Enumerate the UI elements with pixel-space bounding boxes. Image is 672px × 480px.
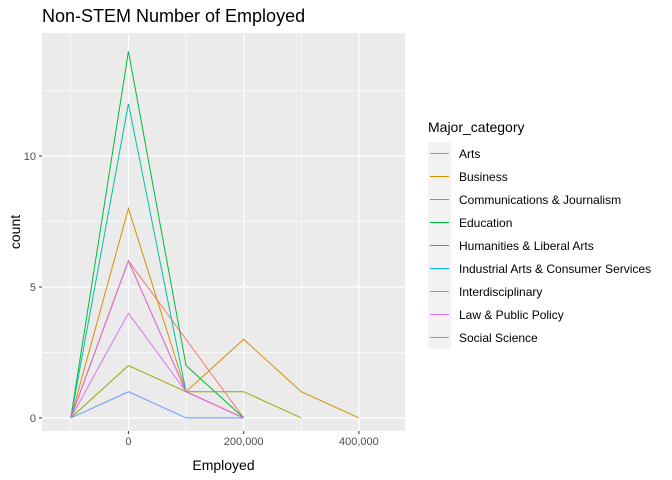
y-tick-label: 5	[30, 282, 36, 294]
y-tick-label: 10	[24, 151, 36, 163]
series-lines	[70, 51, 360, 419]
legend-label: Communications & Journalism	[459, 193, 621, 207]
legend-label: Business	[459, 170, 508, 184]
legend-title: Major_category	[428, 119, 525, 135]
legend-label: Interdisciplinary	[459, 285, 542, 299]
x-tick-label: 0	[125, 436, 131, 448]
chart-title: Non-STEM Number of Employed	[42, 6, 305, 26]
series-line	[70, 391, 244, 419]
legend-label: Social Science	[459, 331, 538, 345]
legend: Major_category Arts Business Communication…	[428, 119, 651, 349]
series-line	[70, 259, 244, 419]
y-axis-title: count	[7, 215, 23, 249]
x-tick-label: 400,000	[339, 436, 379, 448]
axis-ticks: 0 200,000 400,000 0 5 10	[24, 151, 379, 448]
x-axis-title: Employed	[192, 457, 254, 473]
y-tick-label: 0	[30, 413, 36, 425]
gridlines	[42, 33, 405, 431]
series-line	[70, 51, 245, 419]
plot-panel	[42, 33, 405, 431]
legend-label: Humanities & Liberal Arts	[459, 239, 594, 253]
legend-label: Education	[459, 216, 512, 230]
legend-label: Arts	[459, 147, 480, 161]
series-line	[70, 206, 360, 419]
legend-label: Industrial Arts & Consumer Services	[459, 262, 651, 276]
legend-label: Law & Public Policy	[459, 308, 564, 322]
x-tick-label: 200,000	[224, 436, 264, 448]
